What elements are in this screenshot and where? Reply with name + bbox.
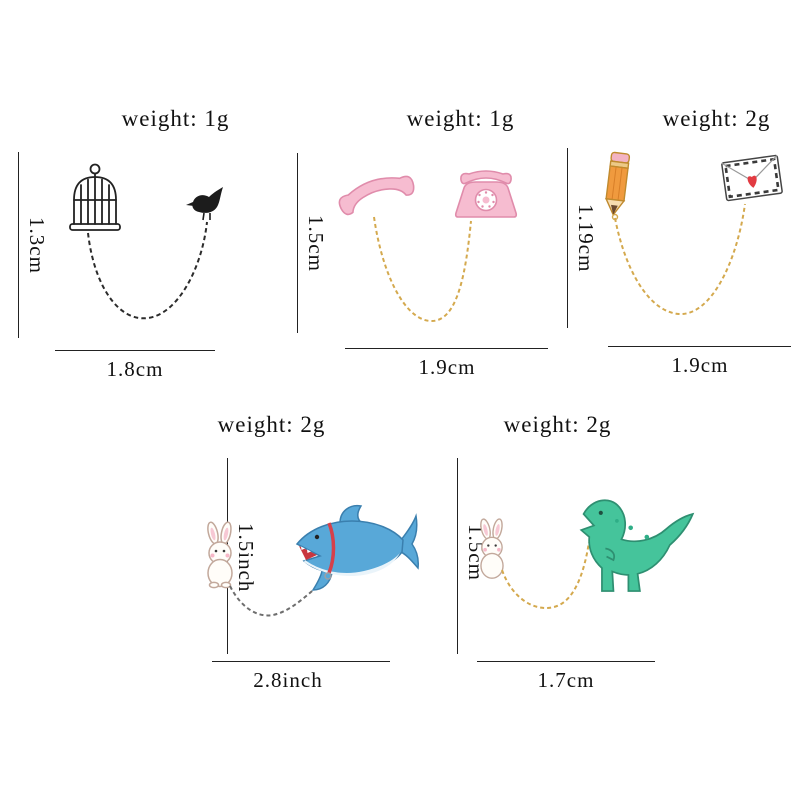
height-measure-line	[567, 148, 568, 328]
width-measure-line	[477, 661, 655, 662]
weight-label: weight: 1g	[406, 106, 515, 131]
weight-label: weight: 2g	[217, 412, 326, 437]
weight-label: weight: 2g	[503, 412, 612, 437]
dinosaur-icon	[579, 499, 695, 592]
width-label: 1.8cm	[106, 357, 164, 381]
chain	[87, 221, 208, 320]
weight-label: weight: 1g	[121, 106, 230, 131]
rabbit-icon	[480, 518, 504, 579]
pencil-icon	[604, 151, 631, 217]
height-label: 1.3cm	[25, 216, 49, 274]
height-label: 1.19cm	[574, 203, 598, 273]
phone-handset-icon	[338, 175, 415, 216]
height-measure-line	[457, 458, 458, 654]
width-label: 1.9cm	[418, 355, 476, 379]
chain	[229, 578, 327, 617]
width-measure-line	[55, 350, 215, 351]
envelope-icon	[721, 154, 783, 202]
jump-ring	[611, 213, 619, 221]
height-label: 1.5inch	[234, 522, 258, 593]
height-label: 1.5cm	[304, 214, 328, 272]
chain	[614, 203, 746, 316]
birdcage-bird-pin-illustration	[69, 163, 223, 320]
chain	[373, 216, 472, 323]
width-label: 1.9cm	[671, 353, 729, 377]
bird-icon	[186, 187, 223, 221]
telephone-icon	[454, 170, 518, 218]
height-measure-line	[297, 153, 298, 333]
rabbit-dinosaur-pin-illustration	[480, 499, 695, 609]
width-label: 1.7cm	[537, 668, 595, 692]
chain	[501, 541, 590, 609]
weight-label: weight: 2g	[662, 106, 771, 131]
width-measure-line	[345, 348, 548, 349]
height-measure-line	[18, 152, 19, 338]
telephone-pin-illustration	[338, 170, 518, 323]
rabbit-shark-pin-illustration	[207, 504, 419, 617]
width-measure-line	[608, 346, 791, 347]
shark-icon	[295, 504, 419, 591]
rabbit-icon	[207, 521, 233, 589]
width-label: 2.8inch	[253, 668, 323, 692]
birdcage-icon	[69, 163, 121, 231]
width-measure-line	[212, 661, 390, 662]
pencil-envelope-pin-illustration	[604, 151, 783, 316]
